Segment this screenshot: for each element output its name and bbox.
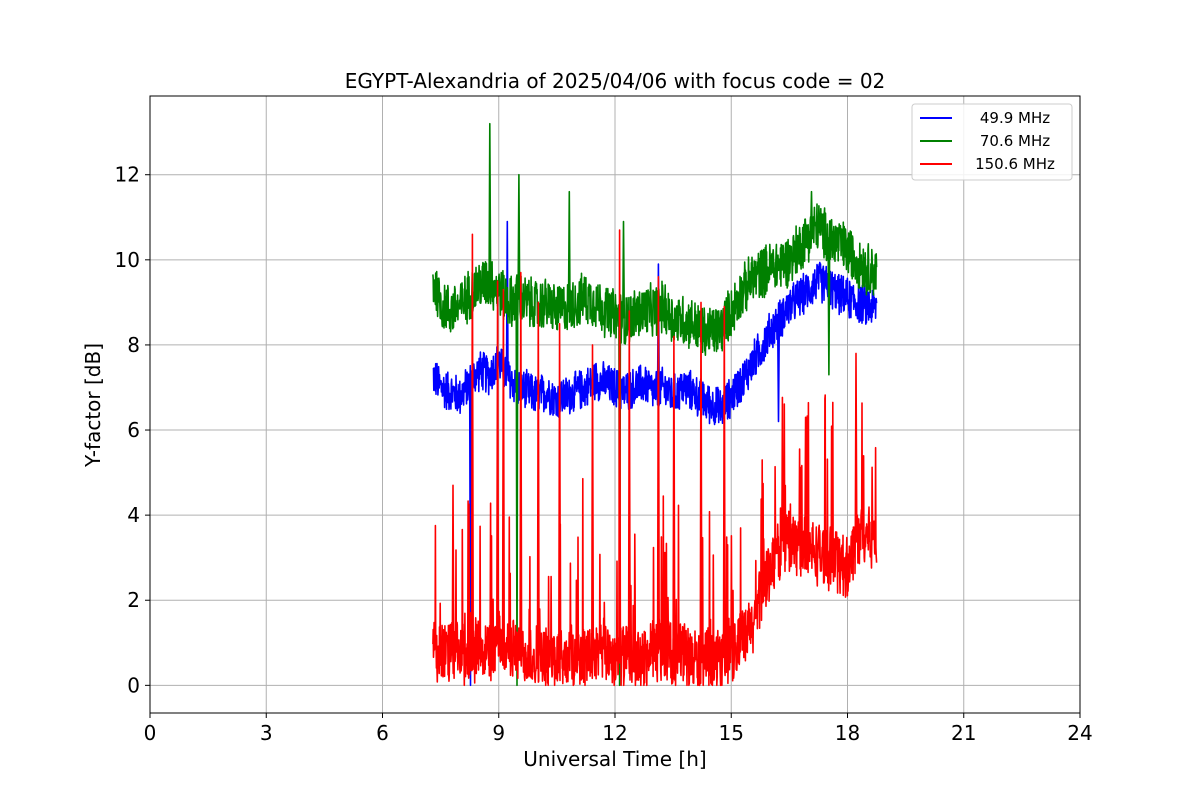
y-tick-label-1: 2	[127, 588, 140, 612]
series-line-0	[432, 220, 878, 687]
legend-label-0: 49.9 MHz	[980, 109, 1050, 127]
series-layer	[432, 122, 878, 687]
x-tick-label-1: 3	[260, 721, 273, 745]
y-axis: 0 2 4 6 8 10 12	[115, 163, 150, 697]
legend-label-1: 70.6 MHz	[980, 132, 1050, 150]
y-tick-label-2: 4	[127, 503, 140, 527]
x-tick-label-6: 18	[835, 721, 860, 745]
legend-box	[911, 103, 1073, 181]
x-axis: 0 3 6 9 12 15 18 21 24	[144, 713, 1093, 745]
x-tick-label-7: 21	[951, 721, 976, 745]
series-line-1	[432, 122, 878, 687]
y-tick-label-0: 0	[127, 673, 140, 697]
x-axis-label: Universal Time [h]	[523, 747, 706, 771]
legend-label-2: 150.6 MHz	[975, 155, 1055, 173]
x-tick-label-5: 15	[719, 721, 744, 745]
x-tick-label-2: 6	[376, 721, 389, 745]
y-tick-label-6: 12	[115, 163, 140, 187]
x-tick-label-4: 12	[602, 721, 627, 745]
chart-title: EGYPT-Alexandria of 2025/04/06 with focu…	[345, 69, 886, 93]
legend: 49.9 MHz 70.6 MHz 150.6 MHz	[911, 103, 1073, 181]
series-line-2	[432, 229, 878, 687]
x-tick-label-3: 9	[492, 721, 505, 745]
x-tick-label-8: 24	[1067, 721, 1092, 745]
y-tick-label-4: 8	[127, 333, 140, 357]
x-tick-label-0: 0	[144, 721, 157, 745]
y-axis-label: Y-factor [dB]	[81, 343, 105, 468]
y-tick-label-5: 10	[115, 248, 140, 272]
y-tick-label-3: 6	[127, 418, 140, 442]
